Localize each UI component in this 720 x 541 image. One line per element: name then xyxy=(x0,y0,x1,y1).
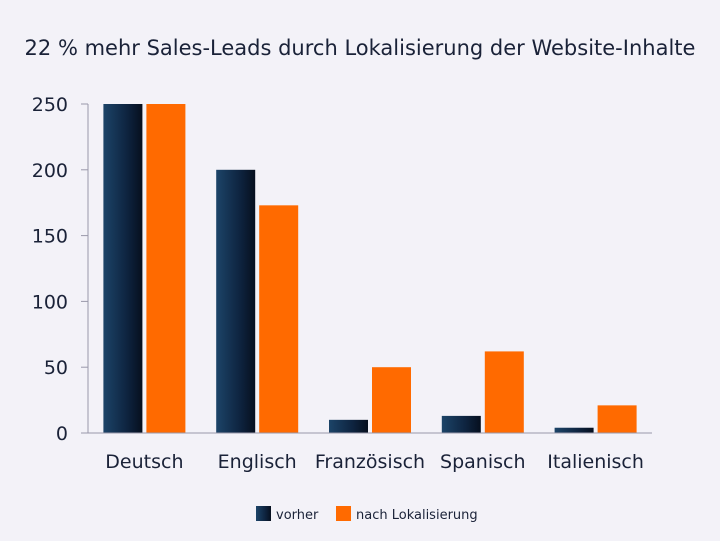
bar-group xyxy=(103,104,186,433)
x-category-label: Französisch xyxy=(315,451,425,473)
chart-title: 22 % mehr Sales-Leads durch Lokalisierun… xyxy=(25,36,696,60)
bar-nach-lokalisierung xyxy=(372,367,411,433)
x-category-label: Spanisch xyxy=(440,451,525,473)
y-tick-label: 200 xyxy=(32,160,68,182)
bar-group xyxy=(554,405,637,433)
y-tick-label: 250 xyxy=(32,94,68,116)
bar-vorher xyxy=(441,415,481,433)
bar-group xyxy=(216,169,299,434)
legend-label: nach Lokalisierung xyxy=(356,508,478,523)
y-tick-label: 0 xyxy=(56,423,68,445)
bars xyxy=(103,104,637,434)
x-category-label: Englisch xyxy=(218,451,297,473)
y-axis: 0 50 100 150 200 250 xyxy=(32,94,89,445)
legend-swatch xyxy=(256,506,271,521)
y-tick-label: 150 xyxy=(32,226,68,248)
y-tick-label: 50 xyxy=(44,357,68,379)
bar-vorher xyxy=(216,169,256,434)
bar-nach-lokalisierung xyxy=(484,351,524,433)
bar-group xyxy=(329,367,411,433)
legend-item: nach Lokalisierung xyxy=(336,506,478,523)
bar-vorher xyxy=(329,419,368,433)
legend-swatch xyxy=(336,506,351,521)
x-axis: Deutsch Englisch Französisch Spanisch Italie… xyxy=(88,432,652,473)
bar-group xyxy=(441,351,524,433)
bar-vorher xyxy=(103,104,143,433)
bar-nach-lokalisierung xyxy=(146,104,186,433)
legend-item: vorher xyxy=(256,506,319,523)
bar-vorher xyxy=(554,427,594,433)
legend: vorher nach Lokalisierung xyxy=(256,506,478,523)
y-tick-label: 100 xyxy=(32,291,68,313)
x-category-label: Deutsch xyxy=(105,451,183,473)
legend-label: vorher xyxy=(276,508,319,523)
x-category-label: Italienisch xyxy=(547,451,644,473)
bar-nach-lokalisierung xyxy=(597,405,637,433)
bar-nach-lokalisierung xyxy=(259,205,299,433)
